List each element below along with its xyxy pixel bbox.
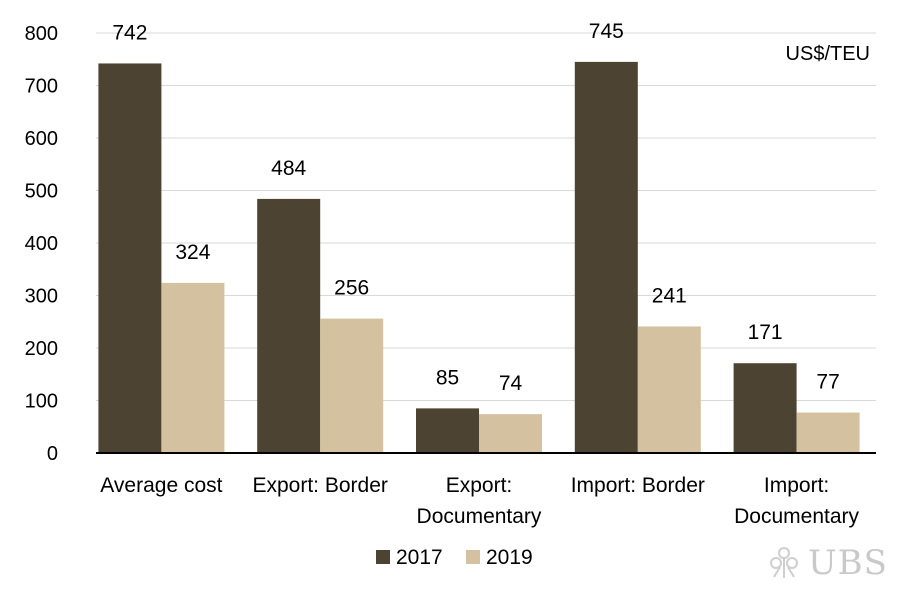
y-tick-label: 300 [25,286,58,308]
data-label: 745 [589,20,624,43]
x-category-label: Export: [446,474,513,497]
bar-2017 [257,198,321,453]
x-category-label: Documentary [417,505,542,528]
bar-2017 [574,61,638,453]
y-tick-label: 100 [25,391,58,413]
x-category-label: Import: Border [571,474,705,497]
data-label: 742 [112,21,147,44]
x-category-label: Export: Border [252,474,387,497]
bar-2017 [733,363,797,453]
gridlines [96,32,876,401]
y-tick-label: 0 [47,443,58,465]
data-label: 85 [436,366,459,389]
data-label: 171 [748,321,783,344]
data-label: 256 [334,277,369,300]
x-axis-categories: Average cost Export: Border Export: Documen… [100,474,859,528]
x-category-label: Import: [764,474,829,497]
legend: 2017 2019 [376,546,533,569]
bars [98,61,860,453]
legend-swatch [466,550,480,564]
data-label: 77 [816,371,839,394]
bar-2019 [161,282,225,453]
y-tick-label: 700 [25,76,58,98]
bar-2019 [479,414,542,453]
legend-label: 2017 [396,546,443,569]
data-label: 324 [175,241,210,264]
y-tick-label: 600 [25,128,58,150]
legend-swatch [376,550,390,564]
bar-2019 [320,318,384,453]
data-label: 484 [271,157,306,180]
unit-label: US$/TEU [786,43,870,65]
ubs-logo-text: UBS [808,543,888,583]
x-category-label: Documentary [734,505,859,528]
y-tick-label: 400 [25,233,58,255]
bar-2017 [416,408,479,453]
y-tick-label: 200 [25,338,58,360]
y-tick-label: 500 [25,181,58,203]
bar-2017 [98,63,162,453]
bar-2019 [637,326,701,453]
y-axis-ticks: 0 100 200 300 400 500 600 700 800 [25,23,58,465]
data-labels: 742 324 484 256 85 74 745 241 171 77 [112,20,839,395]
x-category-label: Average cost [100,474,222,497]
ubs-logo: UBS [770,543,888,583]
data-label: 74 [499,372,523,395]
legend-label: 2019 [486,546,533,569]
y-tick-label: 800 [25,23,58,45]
data-label: 241 [652,284,687,307]
keys-icon [770,547,798,578]
bar-2019 [796,412,860,453]
